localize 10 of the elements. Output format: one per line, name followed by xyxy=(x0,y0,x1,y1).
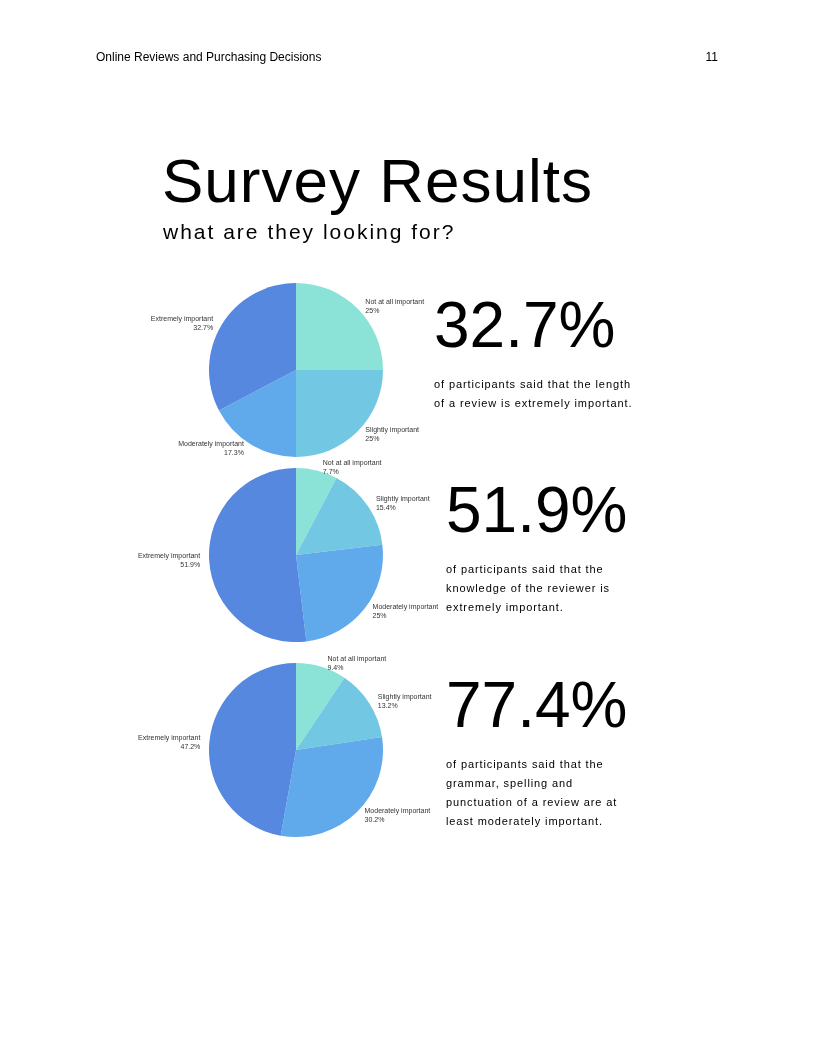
text: 11 xyxy=(705,50,718,64)
chart-subtitle: what are they looking for? xyxy=(163,220,456,244)
text: Online Reviews and Purchasing Decisions xyxy=(96,50,322,64)
chart-title: Survey Results xyxy=(162,145,593,216)
text: of participants said that the knowledge of the reviewer is extremely important. xyxy=(446,562,611,615)
text: 51.9% xyxy=(446,473,628,547)
text: of participants said that the length of a review is extremely important. xyxy=(434,377,634,411)
text: 77.4% xyxy=(446,668,628,742)
text: 32.7% xyxy=(434,288,616,362)
text: of participants said that the grammar, spelling and punctuation of a review are at least moderately important. xyxy=(446,757,619,829)
